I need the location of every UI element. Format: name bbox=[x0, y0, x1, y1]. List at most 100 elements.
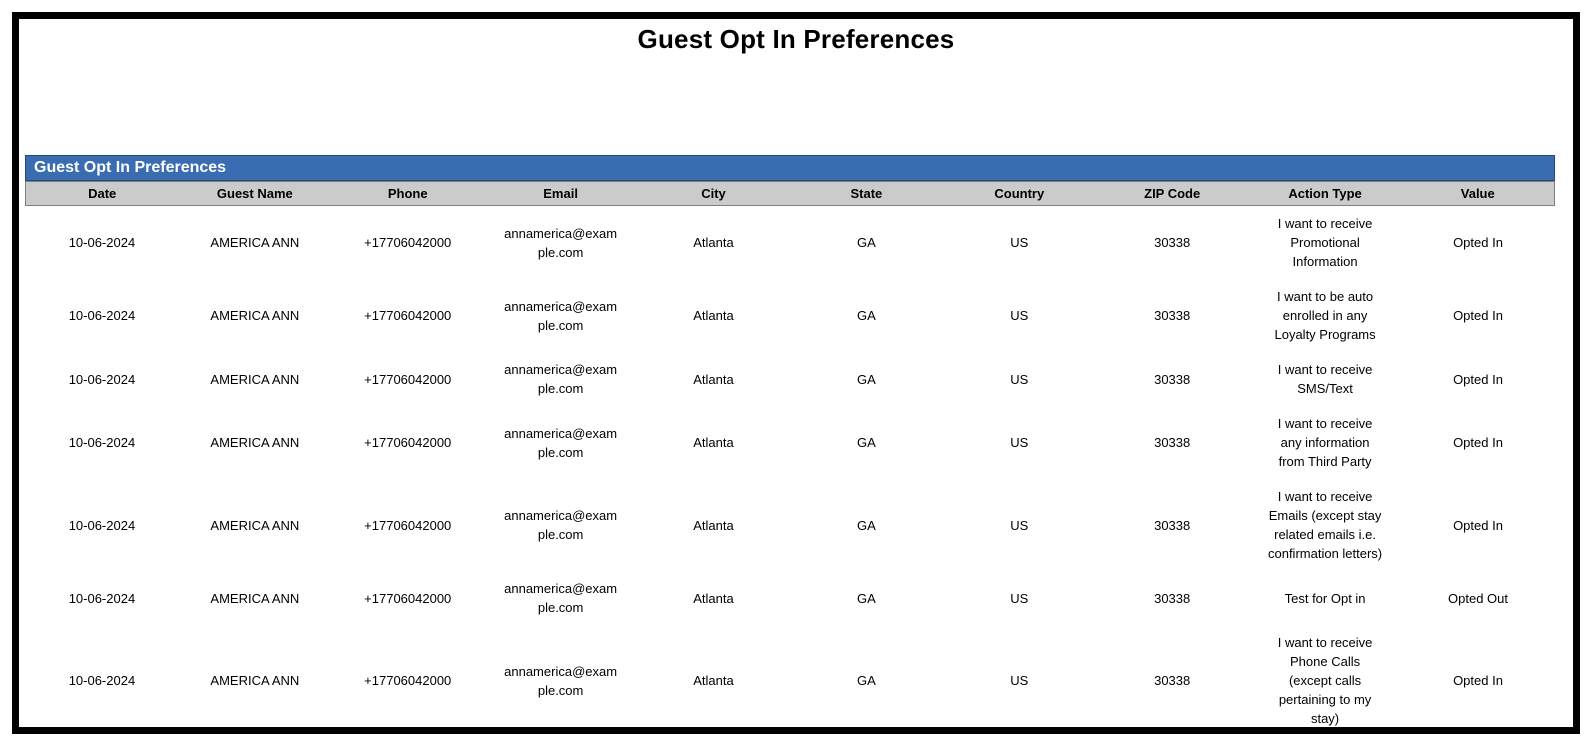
cell-guest-name: AMERICA ANN bbox=[178, 206, 331, 280]
cell-guest-name-text: AMERICA ANN bbox=[210, 308, 300, 323]
table-row: 10-06-2024 AMERICA ANN +17706042000 annamer… bbox=[26, 206, 1555, 280]
column-header-country: Country bbox=[942, 181, 1096, 206]
cell-action-type-text: I want to receive Promotional Informatio… bbox=[1277, 216, 1373, 269]
cell-value-text: Opted In bbox=[1453, 517, 1503, 533]
cell-city-text: Atlanta bbox=[693, 371, 734, 387]
cell-email-text: annamerica@example.com bbox=[504, 425, 618, 460]
cell-action-type: I want to be auto enrolled in any Loyalt… bbox=[1249, 279, 1402, 352]
cell-country: US bbox=[943, 352, 1096, 406]
cell-phone: +17706042000 bbox=[331, 625, 484, 736]
cell-phone: +17706042000 bbox=[331, 279, 484, 352]
cell-phone: +17706042000 bbox=[331, 406, 484, 479]
cell-state: GA bbox=[790, 279, 943, 352]
cell-date-text: 10-06-2024 bbox=[68, 673, 136, 688]
cell-zip: 30338 bbox=[1096, 406, 1249, 479]
cell-zip-text: 30338 bbox=[1154, 673, 1191, 688]
cell-action-type: I want to receive Phone Calls (except ca… bbox=[1249, 625, 1402, 736]
cell-city-text: Atlanta bbox=[693, 590, 734, 606]
cell-action-type-text: Test for Opt in bbox=[1284, 590, 1366, 606]
cell-value: Opted In bbox=[1402, 479, 1555, 571]
cell-guest-name-text: AMERICA ANN bbox=[210, 435, 300, 450]
cell-city: Atlanta bbox=[637, 625, 790, 736]
cell-phone-text: +17706042000 bbox=[364, 308, 452, 323]
cell-email: annamerica@example.com bbox=[484, 352, 637, 406]
cell-city: Atlanta bbox=[637, 352, 790, 406]
table-body: 10-06-2024 AMERICA ANN +17706042000 annamer… bbox=[26, 206, 1555, 737]
guest-opt-in-report: Guest Opt In Preferences Date Guest Name P… bbox=[25, 155, 1555, 736]
cell-country: US bbox=[943, 625, 1096, 736]
cell-date-text: 10-06-2024 bbox=[68, 371, 136, 387]
cell-action-type: I want to receive Emails (except stay re… bbox=[1249, 479, 1402, 571]
cell-value-text: Opted In bbox=[1453, 435, 1503, 450]
cell-date: 10-06-2024 bbox=[26, 571, 179, 625]
cell-action-type: I want to receive SMS/Text bbox=[1249, 352, 1402, 406]
cell-date-text: 10-06-2024 bbox=[68, 435, 136, 450]
cell-email: annamerica@example.com bbox=[484, 479, 637, 571]
cell-country-text: US bbox=[1010, 517, 1029, 533]
cell-state-text: GA bbox=[857, 435, 876, 450]
cell-guest-name: AMERICA ANN bbox=[178, 352, 331, 406]
cell-state: GA bbox=[790, 352, 943, 406]
cell-zip: 30338 bbox=[1096, 352, 1249, 406]
cell-zip: 30338 bbox=[1096, 625, 1249, 736]
cell-email-text: annamerica@example.com bbox=[504, 581, 618, 615]
cell-zip: 30338 bbox=[1096, 206, 1249, 280]
cell-phone: +17706042000 bbox=[331, 479, 484, 571]
cell-phone-text: +17706042000 bbox=[364, 235, 452, 250]
cell-state: GA bbox=[790, 625, 943, 736]
column-header-city: City bbox=[637, 181, 790, 206]
cell-guest-name: AMERICA ANN bbox=[178, 571, 331, 625]
cell-email: annamerica@example.com bbox=[484, 625, 637, 736]
cell-phone: +17706042000 bbox=[331, 571, 484, 625]
cell-email: annamerica@example.com bbox=[484, 406, 637, 479]
cell-zip-text: 30338 bbox=[1154, 517, 1191, 533]
cell-city-text: Atlanta bbox=[693, 673, 734, 688]
column-header-zip-code: ZIP Code bbox=[1095, 181, 1249, 206]
cell-email-text: annamerica@example.com bbox=[504, 508, 618, 542]
column-header-row: Date Guest Name Phone Email City State Country… bbox=[25, 181, 1555, 206]
cell-guest-name-text: AMERICA ANN bbox=[210, 590, 300, 606]
cell-date-text: 10-06-2024 bbox=[68, 590, 136, 606]
cell-state-text: GA bbox=[857, 308, 876, 323]
cell-email-text: annamerica@example.com bbox=[504, 225, 618, 260]
cell-state: GA bbox=[790, 479, 943, 571]
column-header-date: Date bbox=[25, 181, 179, 206]
cell-city-text: Atlanta bbox=[693, 308, 734, 323]
cell-phone: +17706042000 bbox=[331, 206, 484, 280]
cell-guest-name-text: AMERICA ANN bbox=[210, 673, 300, 688]
cell-zip-text: 30338 bbox=[1154, 235, 1191, 250]
cell-state: GA bbox=[790, 206, 943, 280]
cell-phone-text: +17706042000 bbox=[364, 517, 452, 533]
cell-date: 10-06-2024 bbox=[26, 279, 179, 352]
cell-zip: 30338 bbox=[1096, 479, 1249, 571]
cell-country-text: US bbox=[1010, 371, 1029, 387]
table-caption-bar: Guest Opt In Preferences bbox=[25, 155, 1555, 181]
page-border-frame: Guest Opt In Preferences Guest Opt In Pr… bbox=[12, 12, 1580, 734]
cell-state: GA bbox=[790, 571, 943, 625]
cell-guest-name-text: AMERICA ANN bbox=[210, 371, 300, 387]
cell-country: US bbox=[943, 279, 1096, 352]
cell-state-text: GA bbox=[857, 235, 876, 250]
cell-phone-text: +17706042000 bbox=[364, 590, 452, 606]
cell-city: Atlanta bbox=[637, 206, 790, 280]
cell-zip-text: 30338 bbox=[1154, 435, 1191, 450]
cell-country-text: US bbox=[1010, 673, 1029, 688]
cell-state-text: GA bbox=[857, 590, 876, 606]
cell-guest-name: AMERICA ANN bbox=[178, 406, 331, 479]
cell-state-text: GA bbox=[857, 371, 876, 387]
cell-date: 10-06-2024 bbox=[26, 206, 179, 280]
cell-value: Opted In bbox=[1402, 625, 1555, 736]
cell-date-text: 10-06-2024 bbox=[68, 308, 136, 323]
cell-action-type: Test for Opt in bbox=[1249, 571, 1402, 625]
cell-state: GA bbox=[790, 406, 943, 479]
cell-zip-text: 30338 bbox=[1154, 590, 1191, 606]
cell-guest-name-text: AMERICA ANN bbox=[210, 235, 300, 250]
cell-guest-name: AMERICA ANN bbox=[178, 479, 331, 571]
cell-country: US bbox=[943, 406, 1096, 479]
cell-email: annamerica@example.com bbox=[484, 279, 637, 352]
cell-action-type: I want to receive Promotional Informatio… bbox=[1249, 206, 1402, 280]
cell-country-text: US bbox=[1010, 435, 1029, 450]
cell-value: Opted In bbox=[1402, 352, 1555, 406]
cell-date: 10-06-2024 bbox=[26, 352, 179, 406]
